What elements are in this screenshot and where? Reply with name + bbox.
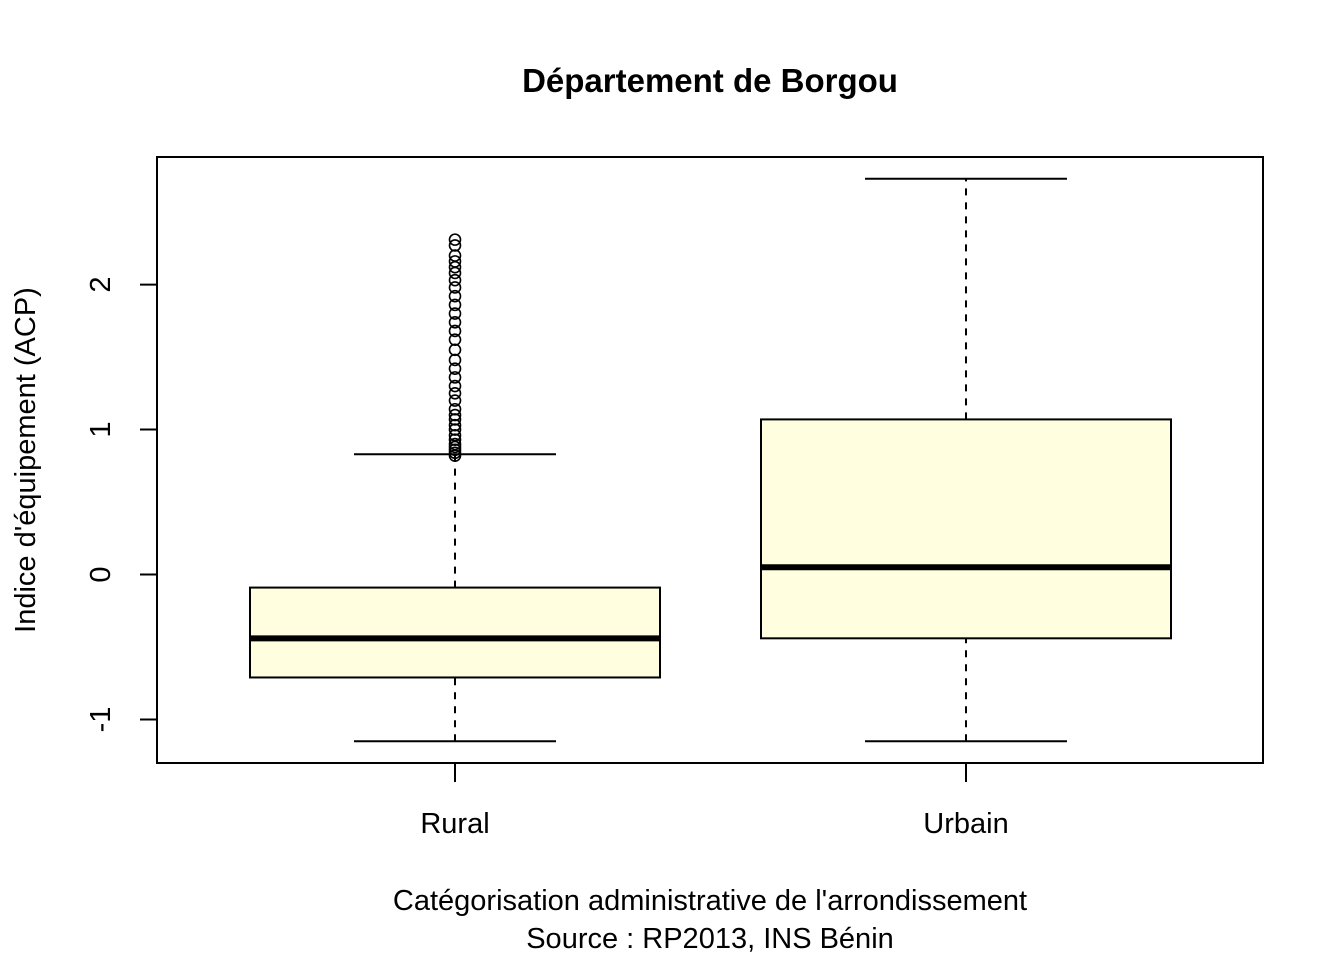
outlier-point (448, 362, 462, 375)
outlier-point (448, 429, 462, 442)
y-axis-label: Indice d'équipement (ACP) (10, 287, 42, 633)
outlier-point (448, 281, 462, 294)
outlier-point (448, 298, 462, 312)
outlier-point (448, 233, 462, 246)
boxes (249, 177, 1172, 743)
y-tick-label: 0 (85, 566, 117, 582)
x-axis-label: Catégorisation administrative de l'arron… (393, 885, 1027, 917)
outlier-point (448, 433, 462, 447)
box-rural (249, 233, 661, 743)
outlier-point (448, 239, 462, 252)
y-tick-label: -1 (85, 707, 117, 733)
outlier-point (448, 413, 462, 426)
outlier-point (448, 408, 462, 422)
outlier-point (448, 255, 462, 268)
y-axis: -1 0 1 2 (85, 277, 158, 733)
outlier-point (448, 333, 462, 346)
outlier-point (448, 324, 462, 338)
outlier-point (448, 289, 462, 303)
outlier-point (448, 353, 462, 367)
outlier-point (448, 423, 462, 436)
y-tick-label: 1 (85, 421, 117, 437)
outlier-point (448, 315, 462, 329)
outlier-point (448, 437, 462, 451)
source-caption: Source : RP2013, INS Bénin (526, 923, 894, 955)
chart-title: Département de Borgou (522, 62, 898, 99)
iqr-box (760, 418, 1172, 640)
outlier-point (448, 379, 462, 393)
x-tick-label: Rural (420, 808, 489, 840)
outlier-point (448, 402, 462, 416)
iqr-box (249, 586, 661, 679)
outlier-point (448, 343, 462, 357)
y-tick-label: 2 (85, 277, 117, 293)
x-tick-label: Urbain (923, 808, 1008, 840)
x-axis: Rural Urbain (420, 763, 1009, 840)
outlier-point (448, 418, 462, 432)
outlier-point (448, 371, 462, 384)
outlier-point (448, 249, 462, 262)
outlier-point (448, 387, 462, 400)
outlier-point (448, 273, 462, 287)
outlier-point (448, 394, 462, 407)
box-urbain (760, 177, 1172, 743)
outlier-point (448, 307, 462, 320)
